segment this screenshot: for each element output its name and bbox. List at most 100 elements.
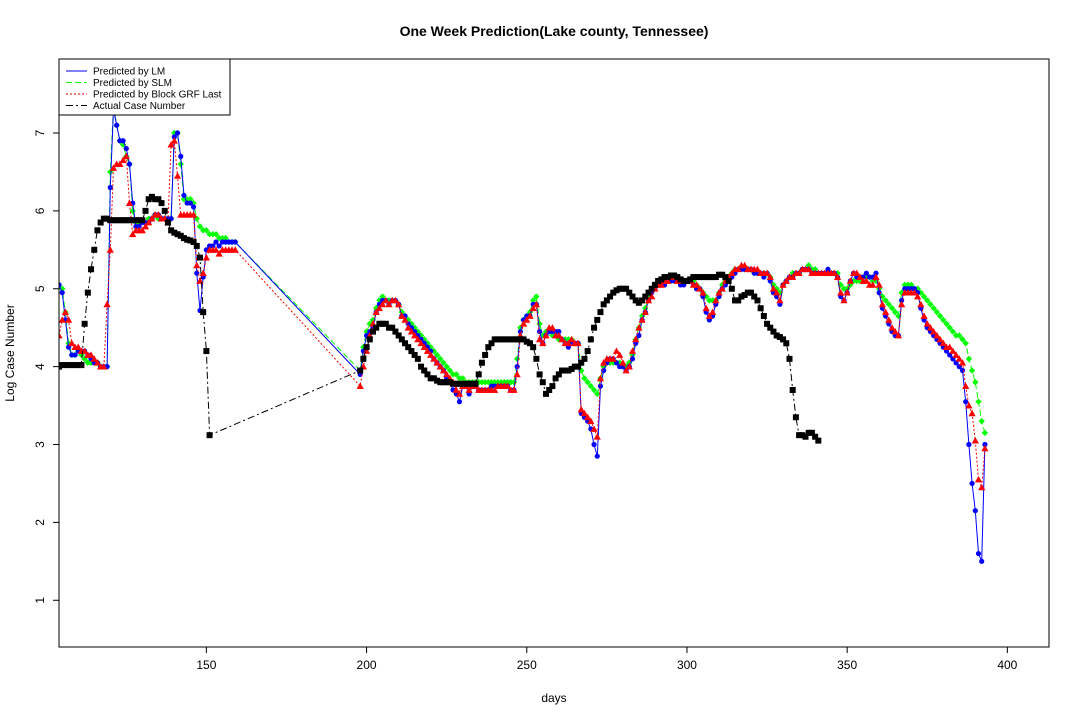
data-point-predicted-by-block-grf-last bbox=[805, 265, 813, 273]
data-point-actual-case-number bbox=[62, 362, 69, 369]
data-point-predicted-by-block-grf-last bbox=[955, 355, 963, 362]
data-point-predicted-by-slm bbox=[584, 379, 591, 386]
data-point-predicted-by-slm bbox=[924, 297, 931, 304]
data-point-actual-case-number bbox=[405, 344, 412, 351]
data-point-predicted-by-block-grf-last bbox=[609, 355, 617, 362]
data-point-actual-case-number bbox=[597, 309, 604, 316]
data-point-actual-case-number bbox=[482, 351, 489, 358]
data-point-predicted-by-block-grf-last bbox=[766, 273, 774, 280]
data-point-predicted-by-block-grf-last bbox=[632, 335, 640, 343]
data-point-predicted-by-block-grf-last bbox=[119, 156, 127, 164]
data-point-predicted-by-slm bbox=[901, 281, 909, 289]
data-point-actual-case-number bbox=[808, 429, 815, 436]
data-point-actual-case-number bbox=[648, 285, 655, 292]
data-point-predicted-by-slm bbox=[433, 351, 441, 359]
data-point-actual-case-number bbox=[645, 289, 652, 296]
data-point-actual-case-number bbox=[655, 277, 662, 284]
data-point-actual-case-number bbox=[408, 348, 415, 355]
data-point-actual-case-number bbox=[357, 367, 364, 374]
data-point-predicted-by-block-grf-last bbox=[423, 347, 432, 354]
data-point-predicted-by-block-grf-last bbox=[173, 172, 182, 179]
data-point-predicted-by-block-grf-last bbox=[664, 277, 672, 284]
data-point-predicted-by-block-grf-last bbox=[696, 285, 704, 292]
data-point-actual-case-number bbox=[725, 277, 732, 284]
data-point-predicted-by-block-grf-last bbox=[936, 335, 944, 343]
data-point-predicted-by-block-grf-last bbox=[584, 413, 592, 421]
data-point-actual-case-number bbox=[424, 371, 431, 378]
data-point-actual-case-number bbox=[600, 301, 607, 308]
data-point-actual-case-number bbox=[699, 274, 706, 281]
legend-box bbox=[58, 58, 231, 116]
data-point-predicted-by-lm bbox=[126, 161, 133, 167]
data-point-actual-case-number bbox=[72, 362, 79, 369]
data-point-actual-case-number bbox=[526, 340, 533, 347]
data-point-predicted-by-block-grf-last bbox=[644, 296, 653, 304]
data-point-actual-case-number bbox=[603, 297, 610, 304]
data-point-predicted-by-lm bbox=[591, 441, 597, 448]
data-point-predicted-by-slm bbox=[526, 308, 534, 316]
data-point-predicted-by-lm bbox=[456, 399, 463, 405]
data-point-predicted-by-lm bbox=[966, 441, 972, 448]
data-point-predicted-by-block-grf-last bbox=[853, 269, 861, 277]
data-point-actual-case-number bbox=[536, 371, 543, 378]
data-point-actual-case-number bbox=[728, 285, 735, 292]
data-point-actual-case-number bbox=[780, 336, 787, 343]
data-point-predicted-by-block-grf-last bbox=[574, 339, 582, 347]
data-point-predicted-by-block-grf-last bbox=[593, 433, 601, 440]
data-point-predicted-by-block-grf-last bbox=[465, 386, 473, 393]
data-point-actual-case-number bbox=[440, 379, 447, 386]
data-point-predicted-by-block-grf-last bbox=[103, 300, 111, 308]
data-point-predicted-by-slm bbox=[940, 316, 947, 324]
data-point-actual-case-number bbox=[398, 336, 405, 343]
data-point-actual-case-number bbox=[738, 293, 745, 300]
data-point-predicted-by-block-grf-last bbox=[952, 351, 960, 358]
data-point-predicted-by-lm bbox=[123, 145, 129, 152]
data-point-predicted-by-slm bbox=[513, 355, 521, 363]
data-point-predicted-by-slm bbox=[930, 305, 937, 312]
data-point-actual-case-number bbox=[136, 217, 143, 224]
data-point-predicted-by-block-grf-last bbox=[455, 390, 464, 397]
data-point-actual-case-number bbox=[626, 289, 633, 296]
data-point-predicted-by-lm bbox=[863, 270, 869, 276]
data-point-predicted-by-block-grf-last bbox=[882, 308, 890, 315]
data-point-predicted-by-block-grf-last bbox=[885, 316, 893, 323]
data-point-predicted-by-block-grf-last bbox=[193, 261, 201, 269]
data-point-predicted-by-block-grf-last bbox=[59, 331, 63, 339]
y-axis-label: Log Case Number bbox=[3, 304, 17, 401]
series-predicted-by-block-grf-last bbox=[59, 137, 989, 491]
data-point-predicted-by-block-grf-last bbox=[856, 273, 864, 280]
data-point-predicted-by-block-grf-last bbox=[532, 300, 540, 308]
y-tick-label: 5 bbox=[33, 285, 47, 292]
data-point-actual-case-number bbox=[200, 309, 207, 316]
data-point-predicted-by-lm bbox=[969, 480, 975, 487]
data-point-actual-case-number bbox=[591, 324, 598, 331]
data-point-predicted-by-block-grf-last bbox=[715, 289, 723, 296]
series-layer bbox=[59, 102, 989, 564]
data-point-actual-case-number bbox=[587, 336, 594, 343]
data-point-predicted-by-lm bbox=[536, 328, 543, 335]
data-point-actual-case-number bbox=[161, 207, 168, 214]
data-point-predicted-by-block-grf-last bbox=[564, 339, 573, 347]
data-point-predicted-by-block-grf-last bbox=[846, 277, 854, 284]
data-point-predicted-by-block-grf-last bbox=[705, 312, 713, 319]
data-point-actual-case-number bbox=[744, 289, 751, 296]
data-point-predicted-by-block-grf-last bbox=[439, 366, 448, 374]
data-point-predicted-by-slm bbox=[978, 417, 985, 425]
data-point-predicted-by-slm bbox=[504, 379, 511, 386]
chart-title: One Week Prediction(Lake county, Tenness… bbox=[400, 23, 709, 39]
data-point-actual-case-number bbox=[664, 274, 671, 281]
data-point-predicted-by-block-grf-last bbox=[875, 281, 883, 288]
data-point-actual-case-number bbox=[565, 367, 572, 374]
data-point-predicted-by-slm bbox=[59, 285, 66, 292]
data-point-actual-case-number bbox=[658, 276, 665, 283]
data-point-actual-case-number bbox=[542, 390, 549, 397]
data-point-predicted-by-block-grf-last bbox=[641, 308, 649, 315]
data-point-predicted-by-slm bbox=[936, 312, 944, 320]
data-point-predicted-by-block-grf-last bbox=[978, 483, 986, 491]
data-point-predicted-by-block-grf-last bbox=[378, 300, 387, 308]
data-point-predicted-by-slm bbox=[478, 379, 486, 386]
data-point-actual-case-number bbox=[642, 293, 649, 300]
data-point-predicted-by-block-grf-last bbox=[596, 374, 605, 382]
data-point-actual-case-number bbox=[206, 432, 213, 439]
data-point-actual-case-number bbox=[187, 237, 194, 244]
